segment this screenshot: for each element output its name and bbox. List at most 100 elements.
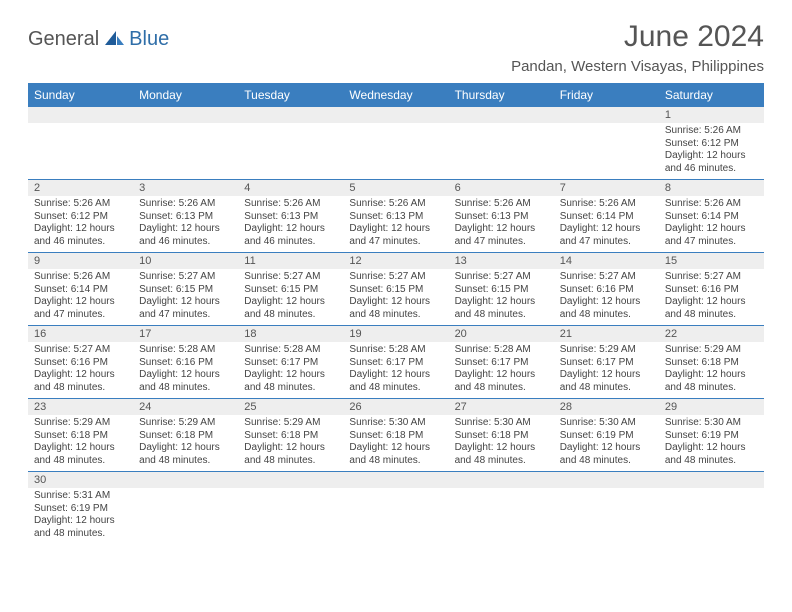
calendar-cell: 22Sunrise: 5:29 AMSunset: 6:18 PMDayligh…	[659, 326, 764, 399]
day-number: 29	[659, 399, 764, 415]
sunset-line: Sunset: 6:17 PM	[455, 357, 548, 370]
day-number	[238, 107, 343, 123]
day-number	[659, 472, 764, 488]
day-content: Sunrise: 5:27 AMSunset: 6:15 PMDaylight:…	[343, 269, 448, 325]
day-number: 16	[28, 326, 133, 342]
calendar-cell: 30Sunrise: 5:31 AMSunset: 6:19 PMDayligh…	[28, 472, 133, 545]
day-number: 17	[133, 326, 238, 342]
day-content	[28, 123, 133, 171]
day-content: Sunrise: 5:27 AMSunset: 6:16 PMDaylight:…	[659, 269, 764, 325]
day-content: Sunrise: 5:29 AMSunset: 6:18 PMDaylight:…	[238, 415, 343, 471]
day-content: Sunrise: 5:27 AMSunset: 6:15 PMDaylight:…	[238, 269, 343, 325]
sunrise-line: Sunrise: 5:28 AM	[349, 344, 442, 357]
sunset-line: Sunset: 6:13 PM	[455, 211, 548, 224]
weekday-header-row: Sunday Monday Tuesday Wednesday Thursday…	[28, 83, 764, 107]
sunrise-line: Sunrise: 5:27 AM	[34, 344, 127, 357]
calendar-cell: 17Sunrise: 5:28 AMSunset: 6:16 PMDayligh…	[133, 326, 238, 399]
title-block: June 2024 Pandan, Western Visayas, Phili…	[511, 20, 764, 75]
sail-icon	[103, 29, 125, 50]
daylight-line: Daylight: 12 hours and 47 minutes.	[560, 223, 653, 248]
sunrise-line: Sunrise: 5:26 AM	[455, 198, 548, 211]
day-content: Sunrise: 5:26 AMSunset: 6:14 PMDaylight:…	[659, 196, 764, 252]
sunset-line: Sunset: 6:15 PM	[139, 284, 232, 297]
sunrise-line: Sunrise: 5:29 AM	[665, 344, 758, 357]
calendar-cell	[238, 472, 343, 545]
day-content: Sunrise: 5:26 AMSunset: 6:12 PMDaylight:…	[28, 196, 133, 252]
weekday-wednesday: Wednesday	[343, 83, 448, 107]
calendar-cell: 4Sunrise: 5:26 AMSunset: 6:13 PMDaylight…	[238, 180, 343, 253]
day-content: Sunrise: 5:28 AMSunset: 6:17 PMDaylight:…	[449, 342, 554, 398]
calendar-cell: 25Sunrise: 5:29 AMSunset: 6:18 PMDayligh…	[238, 399, 343, 472]
day-number: 23	[28, 399, 133, 415]
day-content: Sunrise: 5:26 AMSunset: 6:12 PMDaylight:…	[659, 123, 764, 179]
daylight-line: Daylight: 12 hours and 46 minutes.	[244, 223, 337, 248]
day-number: 30	[28, 472, 133, 488]
calendar-cell: 6Sunrise: 5:26 AMSunset: 6:13 PMDaylight…	[449, 180, 554, 253]
calendar-body: 1Sunrise: 5:26 AMSunset: 6:12 PMDaylight…	[28, 107, 764, 544]
calendar-cell	[659, 472, 764, 545]
day-content	[449, 123, 554, 171]
day-content: Sunrise: 5:27 AMSunset: 6:16 PMDaylight:…	[554, 269, 659, 325]
calendar-cell: 23Sunrise: 5:29 AMSunset: 6:18 PMDayligh…	[28, 399, 133, 472]
daylight-line: Daylight: 12 hours and 48 minutes.	[455, 442, 548, 467]
daylight-line: Daylight: 12 hours and 48 minutes.	[349, 369, 442, 394]
day-number	[28, 107, 133, 123]
calendar-cell: 15Sunrise: 5:27 AMSunset: 6:16 PMDayligh…	[659, 253, 764, 326]
day-number: 10	[133, 253, 238, 269]
sunset-line: Sunset: 6:18 PM	[139, 430, 232, 443]
sunrise-line: Sunrise: 5:28 AM	[244, 344, 337, 357]
day-number	[133, 472, 238, 488]
day-content: Sunrise: 5:30 AMSunset: 6:18 PMDaylight:…	[449, 415, 554, 471]
day-number: 4	[238, 180, 343, 196]
sunrise-line: Sunrise: 5:26 AM	[139, 198, 232, 211]
day-number: 28	[554, 399, 659, 415]
daylight-line: Daylight: 12 hours and 47 minutes.	[349, 223, 442, 248]
sunset-line: Sunset: 6:17 PM	[560, 357, 653, 370]
day-content	[238, 123, 343, 171]
day-number	[343, 107, 448, 123]
daylight-line: Daylight: 12 hours and 48 minutes.	[665, 369, 758, 394]
sunset-line: Sunset: 6:18 PM	[244, 430, 337, 443]
sunrise-line: Sunrise: 5:26 AM	[34, 271, 127, 284]
day-number: 18	[238, 326, 343, 342]
day-content: Sunrise: 5:29 AMSunset: 6:18 PMDaylight:…	[28, 415, 133, 471]
page-header: General Blue June 2024 Pandan, Western V…	[28, 20, 764, 75]
daylight-line: Daylight: 12 hours and 48 minutes.	[34, 442, 127, 467]
sunset-line: Sunset: 6:18 PM	[665, 357, 758, 370]
day-content	[238, 488, 343, 536]
sunset-line: Sunset: 6:19 PM	[34, 503, 127, 516]
day-content: Sunrise: 5:30 AMSunset: 6:19 PMDaylight:…	[659, 415, 764, 471]
sunset-line: Sunset: 6:16 PM	[560, 284, 653, 297]
day-content: Sunrise: 5:26 AMSunset: 6:14 PMDaylight:…	[554, 196, 659, 252]
calendar-row: 16 Sunrise: 5:27 AM Sunset: 6:16 PM Dayligh…	[28, 326, 764, 399]
daylight-line: Daylight: 12 hours and 48 minutes.	[560, 296, 653, 321]
sunrise-line: Sunrise: 5:28 AM	[139, 344, 232, 357]
sunrise-line: Sunrise: 5:30 AM	[455, 417, 548, 430]
daylight-line: Daylight: 12 hours and 48 minutes.	[665, 442, 758, 467]
sunset-line: Sunset: 6:13 PM	[349, 211, 442, 224]
sunset-line: Sunset: 6:18 PM	[34, 430, 127, 443]
day-number: 15	[659, 253, 764, 269]
weekday-saturday: Saturday	[659, 83, 764, 107]
calendar-cell: 28Sunrise: 5:30 AMSunset: 6:19 PMDayligh…	[554, 399, 659, 472]
logo-text-blue: Blue	[129, 28, 169, 51]
daylight-line: Daylight: 12 hours and 48 minutes.	[560, 442, 653, 467]
day-number	[554, 107, 659, 123]
calendar-cell: 13Sunrise: 5:27 AMSunset: 6:15 PMDayligh…	[449, 253, 554, 326]
sunset-line: Sunset: 6:16 PM	[139, 357, 232, 370]
sunrise-line: Sunrise: 5:26 AM	[665, 198, 758, 211]
sunset-line: Sunset: 6:12 PM	[34, 211, 127, 224]
sunrise-line: Sunrise: 5:27 AM	[665, 271, 758, 284]
sunrise-line: Sunrise: 5:30 AM	[560, 417, 653, 430]
sunrise-line: Sunrise: 5:27 AM	[349, 271, 442, 284]
day-number: 2	[28, 180, 133, 196]
day-content: Sunrise: 5:30 AMSunset: 6:19 PMDaylight:…	[554, 415, 659, 471]
weekday-sunday: Sunday	[28, 83, 133, 107]
day-number: 3	[133, 180, 238, 196]
day-content: Sunrise: 5:27 AMSunset: 6:15 PMDaylight:…	[449, 269, 554, 325]
day-number: 26	[343, 399, 448, 415]
calendar-cell: 11Sunrise: 5:27 AMSunset: 6:15 PMDayligh…	[238, 253, 343, 326]
daylight-line: Daylight: 12 hours and 46 minutes.	[139, 223, 232, 248]
day-content: Sunrise: 5:28 AMSunset: 6:17 PMDaylight:…	[343, 342, 448, 398]
sunrise-line: Sunrise: 5:26 AM	[34, 198, 127, 211]
